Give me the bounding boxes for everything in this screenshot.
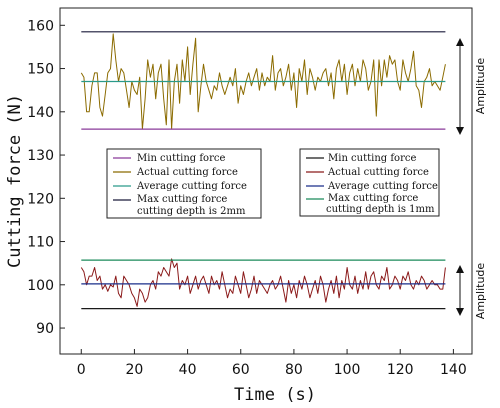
legend-2mm: Min cutting force Actual cutting force A… — [106, 148, 262, 219]
legend-note-1mm: cutting depth is 1mm — [326, 204, 435, 215]
legend-label-min-2mm: Min cutting force — [137, 153, 225, 164]
amplitude-label-1mm: Amplitude — [474, 263, 487, 320]
legend-note-2mm: cutting depth is 2mm — [137, 206, 246, 217]
x-axis-title: Time (s) — [234, 385, 316, 405]
amplitude-label-2mm: Amplitude — [474, 58, 487, 115]
y-tick-label: 110 — [27, 235, 54, 251]
x-tick-label: 140 — [440, 362, 467, 378]
legend-box-2mm — [106, 148, 262, 219]
x-tick-label: 40 — [179, 362, 197, 378]
amplitude-marker-2mm: Amplitude — [456, 38, 487, 135]
y-axis-title: Cutting force (N) — [5, 94, 25, 268]
axes-layer: 0 20 40 60 80 100 120 140 90 100 110 120 130 140 150 16… — [27, 18, 466, 378]
y-tick-label: 90 — [36, 321, 54, 337]
legend-box-1mm — [299, 148, 440, 217]
plot-frame — [59, 7, 473, 355]
legend-label-actual-1mm: Actual cutting force — [327, 167, 429, 178]
y-tick-label: 120 — [27, 191, 54, 207]
x-tick-label: 100 — [334, 362, 361, 378]
series-line-actual-1mm — [80, 258, 446, 307]
x-tick-label: 20 — [126, 362, 144, 378]
amplitude-arrowhead-down-1mm — [456, 308, 464, 316]
y-tick-label: 100 — [27, 278, 54, 294]
y-tick-label: 140 — [27, 105, 54, 121]
y-tick-label: 150 — [27, 62, 54, 78]
legend-label-min-1mm: Min cutting force — [328, 153, 416, 164]
amplitude-marker-1mm: Amplitude — [456, 263, 487, 320]
x-tick-label: 120 — [387, 362, 414, 378]
legend-1mm: Min cutting force Actual cutting force A… — [299, 148, 440, 217]
legend-label-max-1mm: Max cutting force — [328, 193, 418, 204]
amplitude-arrowhead-up-1mm — [456, 265, 464, 273]
legend-label-actual-2mm: Actual cutting force — [136, 167, 238, 178]
amplitude-arrowhead-down-2mm — [456, 127, 464, 135]
amplitude-arrowhead-up-2mm — [456, 38, 464, 46]
series-layer — [80, 31, 446, 310]
x-tick-label: 60 — [232, 362, 250, 378]
y-tick-label: 160 — [27, 18, 54, 34]
x-tick-label: 80 — [285, 362, 303, 378]
x-tick-label: 0 — [77, 362, 86, 378]
series-line-actual-2mm — [80, 33, 446, 130]
legend-label-max-2mm: Max cutting force — [137, 194, 227, 205]
legend-label-average-1mm: Average cutting force — [327, 181, 438, 192]
y-tick-label: 130 — [27, 148, 54, 164]
legend-label-average-2mm: Average cutting force — [136, 181, 247, 192]
